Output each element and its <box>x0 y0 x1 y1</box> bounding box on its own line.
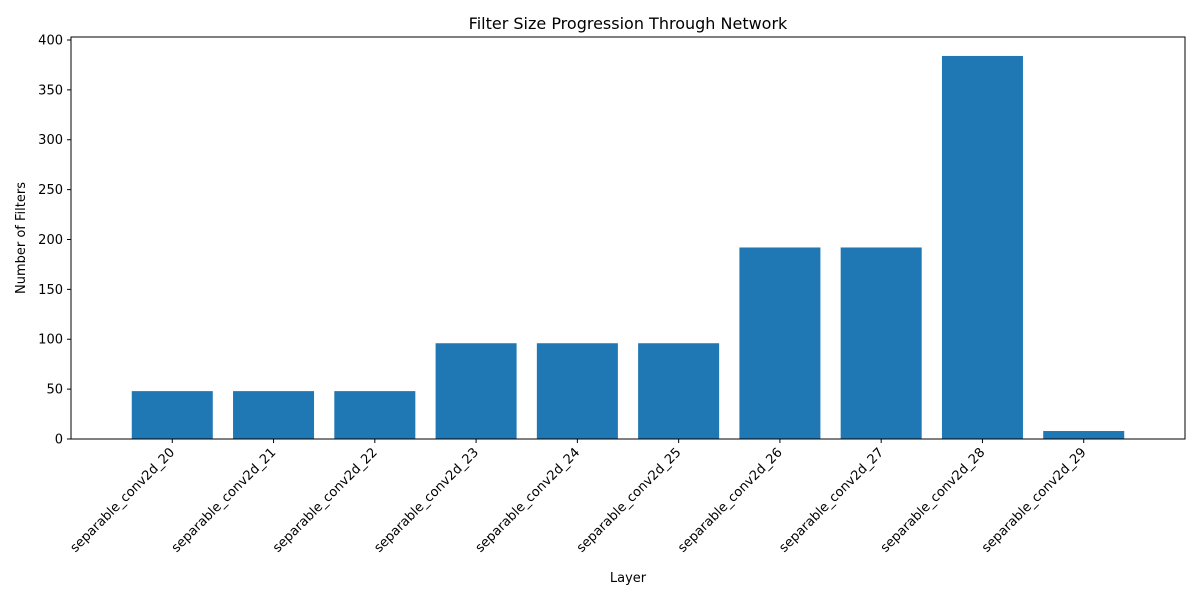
y-tick-label: 0 <box>55 433 63 448</box>
x-tick-label: separable_conv2d_22 <box>270 445 380 555</box>
y-tick-label: 150 <box>38 283 63 298</box>
bar-separable_conv2d_29 <box>1043 431 1125 439</box>
x-tick-label: separable_conv2d_20 <box>68 445 178 555</box>
bar-separable_conv2d_27 <box>840 247 922 439</box>
bar-separable_conv2d_20 <box>131 391 213 439</box>
bar-separable_conv2d_28 <box>941 55 1023 440</box>
bar-separable_conv2d_24 <box>536 343 618 439</box>
y-tick-label: 350 <box>38 83 63 98</box>
y-tick-label: 250 <box>38 183 63 198</box>
bar-separable_conv2d_22 <box>334 391 416 439</box>
x-tick-label: separable_conv2d_27 <box>777 445 887 555</box>
bar-separable_conv2d_26 <box>739 247 821 439</box>
y-tick-label: 200 <box>38 233 63 248</box>
x-tick-label: separable_conv2d_24 <box>473 445 583 555</box>
x-tick-label: separable_conv2d_21 <box>169 445 279 555</box>
x-tick-label: separable_conv2d_23 <box>371 445 481 555</box>
y-tick-label: 300 <box>38 133 63 148</box>
y-axis-label: Number of Filters <box>14 182 29 294</box>
bars-layer <box>131 55 1125 440</box>
x-tick-label: separable_conv2d_29 <box>979 445 1089 555</box>
y-axis: 0 50 100 150 200 250 300 350 400 <box>38 33 71 448</box>
bar-separable_conv2d_25 <box>638 343 720 439</box>
y-tick-label: 100 <box>38 333 63 348</box>
x-tick-label: separable_conv2d_25 <box>574 445 684 555</box>
x-tick-label: separable_conv2d_26 <box>675 445 785 555</box>
x-axis-label: Layer <box>610 571 647 586</box>
x-tick-label: separable_conv2d_28 <box>878 445 988 555</box>
x-axis: separable_conv2d_20separable_conv2d_21se… <box>68 439 1090 556</box>
plot-frame <box>70 36 1186 440</box>
bar-separable_conv2d_23 <box>435 343 517 439</box>
bar-separable_conv2d_21 <box>233 391 315 439</box>
chart-title: Filter Size Progression Through Network <box>469 14 788 33</box>
y-tick-label: 50 <box>46 383 63 398</box>
y-tick-label: 400 <box>38 33 63 48</box>
